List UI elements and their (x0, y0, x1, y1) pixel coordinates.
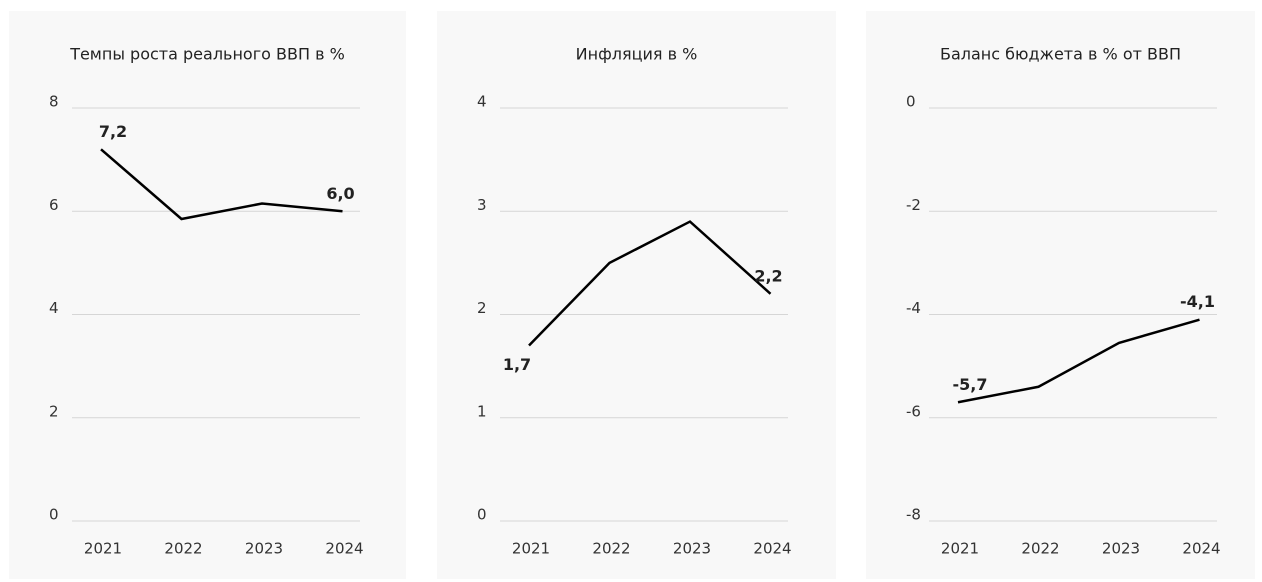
x-tick-label: 2023 (245, 540, 283, 558)
line (528, 220, 772, 347)
y-tick-label: 0 (477, 506, 487, 524)
x-tick-label: 2024 (1182, 540, 1220, 558)
panel (9, 11, 406, 579)
value-label: 7,2 (99, 122, 127, 141)
x-tick-label: 2022 (1021, 540, 1059, 558)
x-tick-label: 2024 (325, 540, 363, 558)
chart-title: Баланс бюджета в % от ВВП (940, 45, 1181, 64)
line (957, 318, 1200, 404)
y-tick-label: 2 (477, 299, 487, 317)
line (100, 148, 343, 221)
x-tick-label: 2023 (1102, 540, 1140, 558)
y-tick-label: 0 (49, 506, 59, 524)
y-tick-label: 0 (906, 93, 916, 111)
chart-title: Темпы роста реального ВВП в % (69, 45, 345, 64)
y-tick-label: 4 (477, 93, 487, 111)
panel (866, 11, 1255, 579)
x-tick-label: 2021 (941, 540, 979, 558)
y-tick-label: 2 (49, 402, 59, 420)
y-tick-label: -8 (906, 506, 921, 524)
y-tick-label: 6 (49, 196, 59, 214)
x-tick-label: 2022 (592, 540, 630, 558)
value-label: 2,2 (754, 266, 782, 285)
x-tick-label: 2022 (164, 540, 202, 558)
panel (437, 11, 836, 579)
y-tick-label: -2 (906, 196, 921, 214)
y-tick-label: 3 (477, 196, 487, 214)
value-label: -4,1 (1180, 292, 1215, 311)
y-tick-label: -6 (906, 402, 921, 420)
value-label: 6,0 (326, 184, 354, 203)
x-tick-label: 2021 (512, 540, 550, 558)
value-label: 1,7 (503, 355, 531, 374)
value-label: -5,7 (953, 375, 988, 394)
y-tick-label: 1 (477, 402, 487, 420)
x-tick-label: 2023 (673, 540, 711, 558)
y-tick-label: -4 (906, 299, 921, 317)
y-tick-label: 8 (49, 93, 59, 111)
x-tick-label: 2024 (753, 540, 791, 558)
chart-title: Инфляция в % (576, 45, 698, 64)
y-tick-label: 4 (49, 299, 59, 317)
x-tick-label: 2021 (84, 540, 122, 558)
